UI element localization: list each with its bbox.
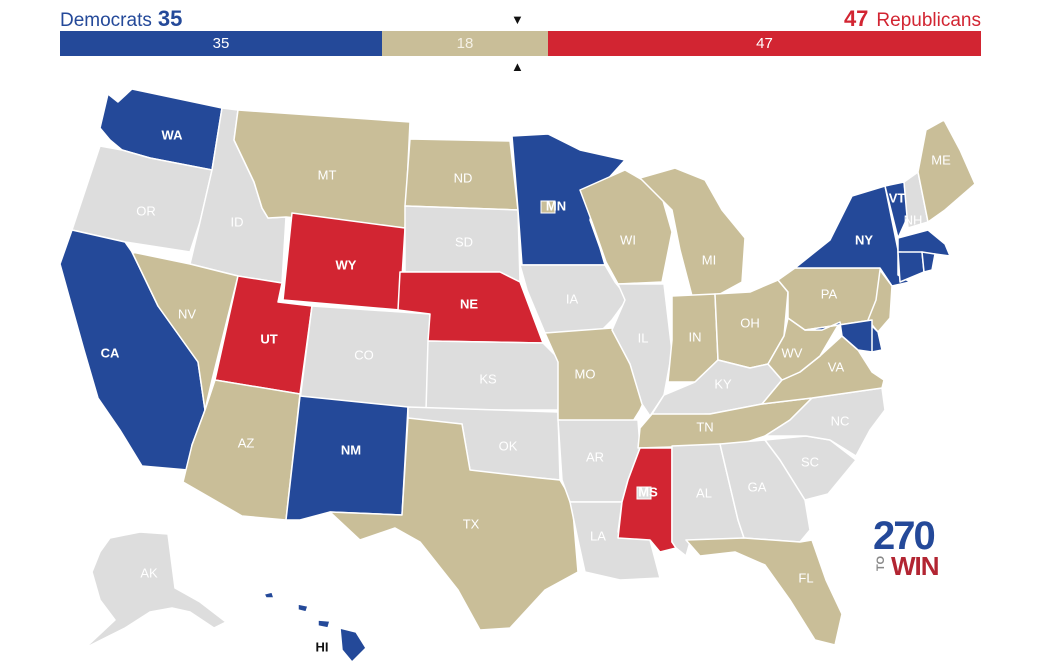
state-label-ok: OK <box>499 438 518 453</box>
bar-label-democrats: 35 <box>212 35 230 52</box>
democrats-name: Democrats <box>60 10 152 31</box>
state-label-mi: MI <box>702 252 716 267</box>
state-label-me: ME <box>931 152 951 167</box>
state-mn[interactable] <box>511 133 626 266</box>
state-label-or: OR <box>136 203 156 218</box>
state-label-nc: NC <box>831 413 850 428</box>
state-tx[interactable] <box>329 417 579 631</box>
bar-segment-republicans[interactable]: 47 <box>548 31 981 56</box>
header: Democrats 35 47 Republicans <box>60 4 981 32</box>
state-me[interactable] <box>917 119 976 223</box>
state-nv[interactable] <box>131 251 239 411</box>
state-label-hi: HI <box>316 639 329 654</box>
state-label-ak: AK <box>140 565 158 580</box>
state-md[interactable] <box>804 319 873 353</box>
state-label-al: AL <box>696 485 712 500</box>
bar-segment-tossup[interactable]: 18 <box>382 31 548 56</box>
state-label-ar: AR <box>586 449 604 464</box>
state-label-la: LA <box>590 528 606 543</box>
state-label-va: VA <box>828 359 845 374</box>
midpoint-marker-down-icon: ▼ <box>511 12 524 27</box>
state-ct[interactable] <box>897 251 925 283</box>
democrats-label: Democrats 35 <box>60 6 182 32</box>
state-label-wy: WY <box>336 257 357 272</box>
state-label-ne: NE <box>460 296 478 311</box>
logo-win: WIN <box>891 551 940 581</box>
bar-segment-democrats[interactable]: 35 <box>60 31 382 56</box>
logo-to: TO <box>875 555 887 571</box>
state-label-ky: KY <box>714 376 732 391</box>
state-ia[interactable] <box>519 264 629 334</box>
republicans-name: Republicans <box>876 10 981 31</box>
state-label-id: ID <box>231 214 244 229</box>
state-label-oh: OH <box>740 315 760 330</box>
republicans-count: 47 <box>843 6 869 31</box>
state-label-ga: GA <box>748 479 767 494</box>
state-label-nd: ND <box>454 170 473 185</box>
state-label-mt: MT <box>318 167 337 182</box>
state-ri[interactable] <box>921 251 936 273</box>
state-label-wi: WI <box>620 232 636 247</box>
state-label-sd: SD <box>455 234 473 249</box>
democrats-count: 35 <box>157 6 183 31</box>
state-label-nm: NM <box>341 442 361 457</box>
republicans-label: 47 Republicans <box>844 6 981 32</box>
state-label-nh: NH <box>904 212 923 227</box>
state-label-ut: UT <box>260 331 277 346</box>
state-label-ca: CA <box>101 345 120 360</box>
state-mi[interactable] <box>639 167 746 297</box>
state-fl[interactable] <box>685 537 843 646</box>
state-label-ms: MS <box>638 484 658 499</box>
state-ak[interactable] <box>84 531 227 649</box>
special-seat-badge-ms[interactable] <box>636 486 652 500</box>
special-seat-badge-mn[interactable] <box>540 200 556 214</box>
midpoint-marker-up-icon: ▲ <box>511 59 524 74</box>
state-label-wa: WA <box>162 127 184 142</box>
state-hi[interactable] <box>263 591 367 663</box>
bar-label-republicans: 47 <box>756 35 773 52</box>
state-label-ks: KS <box>479 371 497 386</box>
state-label-tx: TX <box>463 516 480 531</box>
seat-balance-bar: 35 18 47 <box>60 31 981 56</box>
state-nm[interactable] <box>285 395 409 521</box>
state-label-pa: PA <box>821 286 838 301</box>
state-label-fl: FL <box>798 570 813 585</box>
bar-label-tossup: 18 <box>456 35 474 52</box>
state-label-nv: NV <box>178 306 196 321</box>
state-wi[interactable] <box>579 169 673 285</box>
state-label-co: CO <box>354 347 374 362</box>
state-il[interactable] <box>611 283 673 417</box>
state-or[interactable] <box>71 145 213 253</box>
state-label-ny: NY <box>855 232 873 247</box>
state-label-mn: MN <box>546 198 566 213</box>
state-label-tn: TN <box>696 419 713 434</box>
state-label-il: IL <box>638 330 649 345</box>
state-label-wv: WV <box>782 345 803 360</box>
us-map: WA OR CA ID NV MT WY UT AZ CO NM ND SD NE KS OK TX MN IA MO… <box>59 88 976 663</box>
state-label-sc: SC <box>801 454 819 469</box>
state-labels: WA OR CA ID NV MT WY UT AZ CO NM ND SD NE KS OK TX MN IA MO… <box>101 127 951 654</box>
state-nc[interactable] <box>764 387 886 457</box>
state-label-mo: MO <box>575 366 596 381</box>
state-label-az: AZ <box>238 435 255 450</box>
logo-number: 270 <box>873 514 936 558</box>
state-label-vt: VT <box>889 190 906 205</box>
state-label-ia: IA <box>566 291 579 306</box>
state-label-in: IN <box>689 329 702 344</box>
brand-logo: 270 TO WIN <box>873 514 953 581</box>
